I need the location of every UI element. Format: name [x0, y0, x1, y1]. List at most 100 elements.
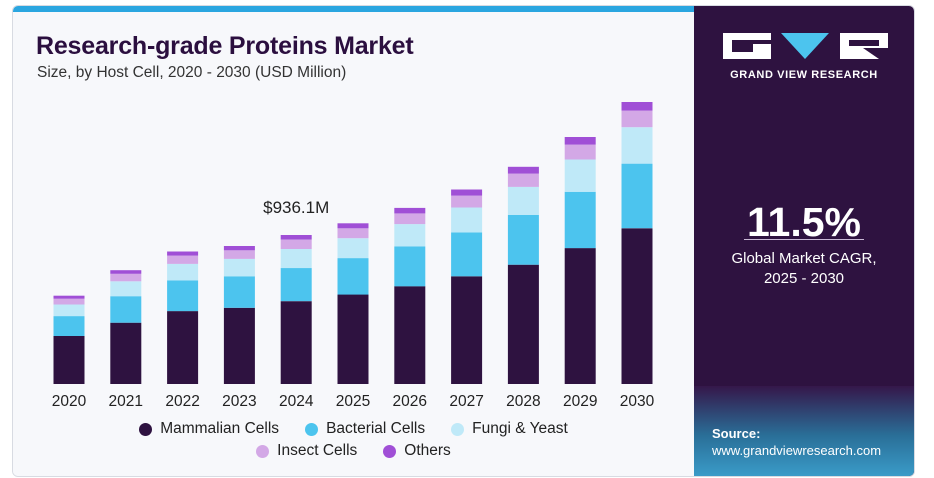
bar-segment-2022-0: [167, 311, 199, 384]
bar-segment-2023-4: [223, 246, 255, 251]
bar-segment-2024-3: [280, 239, 312, 249]
bar-segment-2027-3: [451, 195, 483, 208]
bar-segment-2028-4: [507, 166, 539, 174]
bar-segment-2023-2: [223, 258, 255, 277]
bar-segment-2026-3: [394, 213, 426, 225]
legend-swatch: [256, 444, 270, 458]
bar-segment-2021-2: [110, 281, 142, 297]
top-accent-bar: [13, 6, 694, 12]
bar-segment-2021-0: [110, 322, 142, 384]
bar-segment-2020-0: [53, 336, 85, 384]
bar-segment-2029-3: [564, 144, 596, 160]
bar-segment-2027-0: [451, 276, 483, 384]
bar-segment-2025-3: [337, 228, 369, 239]
bar-segment-2023-1: [223, 276, 255, 308]
x-tick-label: 2028: [506, 393, 540, 410]
legend-row: Mammalian Cells Bacterial Cells Fungi & Ye…: [13, 420, 694, 438]
legend-item: Bacterial Cells: [305, 420, 425, 438]
legend-label: Others: [404, 442, 451, 459]
bar-segment-2022-4: [167, 251, 199, 256]
bar-segment-2026-4: [394, 207, 426, 214]
x-tick-label: 2030: [620, 393, 655, 410]
chart-panel: Research-grade Proteins Market Size, by …: [13, 6, 694, 476]
bar-segment-2028-0: [507, 264, 539, 384]
source-band: Source: www.grandviewresearch.com: [694, 386, 914, 476]
bar-segment-2027-1: [451, 232, 483, 277]
x-tick-label: 2027: [449, 393, 483, 410]
bar-chart: 2020 2021 2022 2023 2024 2025 2026 2027 2028 2029…: [52, 102, 655, 410]
bar-segment-2024-2: [280, 249, 312, 269]
bar-segment-2028-3: [507, 173, 539, 187]
bar-segment-2030-1: [621, 163, 653, 229]
legend-row: Insect Cells Others: [13, 442, 694, 460]
bar-segment-2030-4: [621, 102, 653, 111]
bar-segment-2020-3: [53, 298, 85, 305]
legend-label: Fungi & Yeast: [472, 420, 568, 437]
bar-segment-2024-1: [280, 268, 312, 302]
bar-segment-2029-4: [564, 137, 596, 145]
bar-segment-2025-4: [337, 223, 369, 229]
bar-segment-2030-3: [621, 110, 653, 128]
chart-card: Research-grade Proteins Market Size, by …: [12, 5, 915, 477]
bar-segment-2021-4: [110, 270, 142, 274]
bar-segment-2023-0: [223, 307, 255, 384]
bar-segment-2024-0: [280, 301, 312, 384]
legend-swatch: [451, 422, 465, 436]
source-url[interactable]: www.grandviewresearch.com: [712, 443, 882, 458]
cagr-label: Global Market CAGR, 2025 - 2030: [694, 249, 914, 289]
bar-segment-2025-1: [337, 258, 369, 295]
bar-segment-2023-3: [223, 250, 255, 259]
bar-segment-2027-2: [451, 207, 483, 233]
legend-item: Insect Cells: [256, 442, 357, 460]
bar-segment-2030-0: [621, 228, 653, 384]
bar-segment-2026-1: [394, 246, 426, 287]
cagr-label-line1: Global Market CAGR,: [731, 250, 877, 267]
cagr-value: 11.5%: [747, 199, 861, 245]
bar-segment-2028-2: [507, 186, 539, 215]
bar-segment-2029-1: [564, 191, 596, 249]
summary-panel: GRAND VIEW RESEARCH 11.5% Global Market …: [694, 6, 914, 476]
bar-segment-2020-1: [53, 316, 85, 336]
legend-item: Mammalian Cells: [139, 420, 279, 438]
legend-swatch: [383, 444, 397, 458]
bar-segment-2025-0: [337, 294, 369, 384]
x-tick-label: 2023: [222, 393, 256, 410]
x-tick-label: 2024: [279, 393, 314, 410]
bar-segment-2024-4: [280, 235, 312, 240]
bar-segment-2021-3: [110, 273, 142, 282]
bar-segment-2022-1: [167, 280, 199, 312]
cagr-label-line2: 2025 - 2030: [763, 270, 845, 287]
bar-segment-2027-4: [451, 189, 483, 196]
legend-item: Fungi & Yeast: [451, 420, 568, 438]
chart-subtitle: Size, by Host Cell, 2020 - 2030 (USD Mil…: [37, 64, 347, 81]
legend-label: Mammalian Cells: [160, 420, 280, 437]
bar-segment-2020-2: [53, 304, 85, 317]
cagr-divider: [744, 239, 864, 240]
chart-legend: Mammalian Cells Bacterial Cells Fungi & Ye…: [13, 418, 694, 468]
legend-label: Bacterial Cells: [326, 420, 426, 437]
bar-segment-2028-1: [507, 215, 539, 265]
bar-segment-2022-3: [167, 255, 199, 264]
bar-segment-2025-2: [337, 238, 369, 259]
x-tick-label: 2021: [109, 393, 143, 410]
x-tick-label: 2020: [52, 393, 87, 410]
bar-segment-2030-2: [621, 127, 653, 164]
bar-segment-2029-2: [564, 159, 596, 192]
data-label: $936.1M: [263, 198, 329, 217]
bar-segment-2026-0: [394, 286, 426, 384]
legend-swatch: [139, 422, 153, 436]
x-tick-label: 2026: [393, 393, 427, 410]
legend-swatch: [305, 422, 319, 436]
x-tick-label: 2025: [336, 393, 370, 410]
x-tick-label: 2029: [563, 393, 597, 410]
brand-name: GRAND VIEW RESEARCH: [730, 69, 878, 81]
bar-segment-2029-0: [564, 248, 596, 384]
source-label: Source:: [712, 426, 761, 441]
bar-segment-2026-2: [394, 224, 426, 247]
legend-item: Others: [383, 442, 451, 460]
x-tick-label: 2022: [165, 393, 199, 410]
legend-label: Insect Cells: [277, 442, 358, 459]
gvr-logo-icon: [723, 33, 888, 59]
bar-segment-2021-1: [110, 296, 142, 323]
chart-title: Research-grade Proteins Market: [36, 32, 414, 60]
